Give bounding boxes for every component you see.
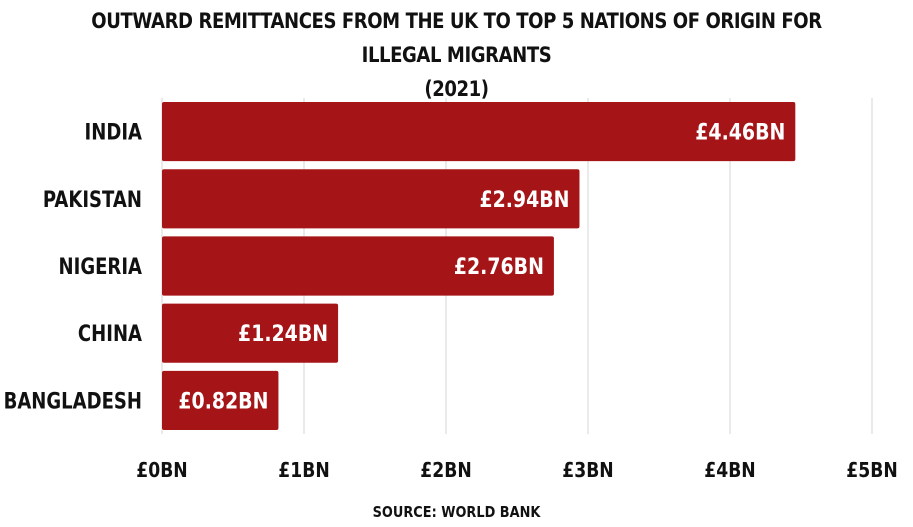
x-tick-label: £1BN — [278, 460, 329, 483]
category-label: CHINA — [78, 320, 142, 346]
bar-nigeria — [162, 236, 554, 296]
data-label: £2.76BN — [454, 254, 544, 280]
data-label: £2.94BN — [479, 186, 569, 212]
data-label: £4.46BN — [695, 119, 785, 145]
x-tick-labels: £0BN £1BN £2BN £3BN £4BN £5BN — [136, 460, 897, 483]
chart-title: OUTWARD REMITTANCES FROM THE UK TO TOP 5… — [91, 9, 822, 67]
bars: £4.46BN £2.94BN £2.76BN £1.24BN £0.82BN — [162, 102, 796, 430]
x-tick-label: £5BN — [846, 460, 897, 483]
category-label: INDIA — [85, 119, 143, 145]
data-label: £1.24BN — [238, 321, 328, 347]
x-tick-label: £0BN — [136, 460, 187, 483]
chart-subtitle: (2021) — [424, 77, 489, 101]
category-label: BANGLADESH — [4, 388, 142, 414]
bar-bangladesh — [162, 370, 279, 430]
chart-title-block: OUTWARD REMITTANCES FROM THE UK TO TOP 5… — [64, 4, 849, 106]
x-tick-label: £4BN — [704, 460, 755, 483]
bar-india — [162, 102, 796, 162]
x-tick-label: £3BN — [562, 460, 613, 483]
bar-pakistan — [162, 169, 580, 229]
category-labels: INDIA PAKISTAN NIGERIA CHINA BANGLADESH — [4, 119, 143, 414]
category-label: NIGERIA — [59, 253, 143, 279]
source-note: SOURCE: WORLD BANK — [372, 503, 541, 521]
category-label: PAKISTAN — [43, 186, 142, 212]
data-label: £0.82BN — [178, 388, 268, 414]
x-tick-label: £2BN — [420, 460, 471, 483]
bar-china — [162, 303, 339, 363]
